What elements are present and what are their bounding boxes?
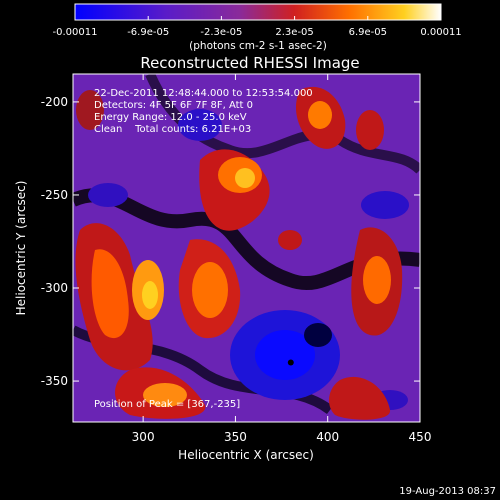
y-tick-label: -200 [41,95,68,109]
colorbar-ticks: -0.00011 -6.9e-05 -2.3e-05 2.3e-05 6.9e-05 0.… [53,16,462,38]
plot-frame [72,73,421,423]
colorbar [74,3,442,21]
colorbar-unit-label: (photons cm-2 s-1 asec-2) [189,40,327,52]
y-tick-label: -350 [41,374,68,388]
annotation-peak-position: Position of Peak = [367,-235] [94,399,240,410]
x-tick-label: 400 [316,430,339,444]
x-tick-label: 300 [132,430,155,444]
colorbar-tick-label: 2.3e-05 [275,27,313,38]
x-tick-label: 450 [409,430,432,444]
annotation-energy-range: Energy Range: 12.0 - 25.0 keV [94,112,247,123]
colorbar-tick-label: -6.9e-05 [127,27,169,38]
axis-ticks: 300 350 400 450 -200 -250 -300 -350 [41,74,432,444]
colorbar-tick-label: -2.3e-05 [200,27,242,38]
annotation-clean-counts: Clean Total counts: 6.21E+03 [94,124,251,135]
colorbar-tick-label: -0.00011 [53,27,98,38]
colorbar-tick-label: 0.00011 [420,27,461,38]
footer-timestamp: 19-Aug-2013 08:37 [399,486,496,497]
annotation-time-range: 22-Dec-2011 12:48:44.000 to 12:53:54.000 [94,88,313,99]
annotation-detectors: Detectors: 4F 5F 6F 7F 8F, Att 0 [94,100,253,111]
y-axis-label: Heliocentric Y (arcsec) [14,181,28,316]
y-tick-label: -250 [41,188,68,202]
x-axis-label: Heliocentric X (arcsec) [178,448,314,462]
peak-marker [287,359,294,366]
colorbar-tick-label: 6.9e-05 [349,27,387,38]
y-tick-label: -300 [41,281,68,295]
chart-title: Reconstructed RHESSI Image [140,54,359,72]
x-tick-label: 350 [224,430,247,444]
heatmap-image [73,74,420,422]
